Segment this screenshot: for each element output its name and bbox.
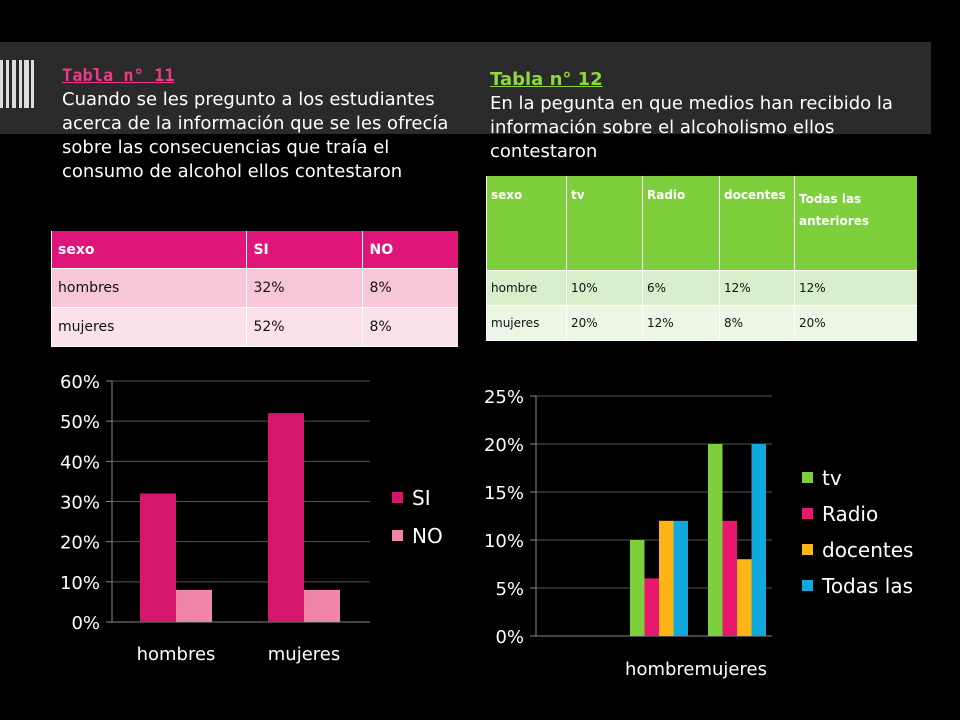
x-tick-label: hombres [137, 644, 216, 665]
bar-tv [708, 444, 723, 636]
header-cell: NO [362, 231, 458, 269]
bar-todas-las [673, 520, 688, 636]
y-tick-label: 0% [495, 627, 524, 648]
legend-swatch [802, 580, 813, 591]
table12-description: En la pegunta en que medios han recibido… [490, 93, 893, 162]
bar-no [176, 589, 212, 622]
legend-swatch [802, 472, 813, 483]
header-cell: Radio [642, 176, 720, 271]
legend-label: Radio [822, 502, 878, 526]
legend-label: Todas las [821, 574, 913, 598]
y-tick-label: 10% [484, 531, 524, 552]
header-cell: Todas las anteriores [794, 176, 917, 271]
legend-label: docentes [822, 538, 913, 562]
table-cell: 20% [794, 305, 917, 341]
y-tick-label: 25% [484, 387, 524, 408]
table-row: hombres 32% 8% [50, 268, 458, 308]
table-cell: 12% [719, 270, 795, 306]
chart-table12: 0% 5% 10% 15% 20% 25% hombremujeres tv Radio doce… [484, 387, 914, 680]
table-cell: 12% [794, 270, 917, 306]
table-cell: 20% [566, 305, 643, 341]
table-cell: 52% [246, 307, 363, 347]
bar-tv [630, 540, 645, 636]
table-cell: 12% [642, 305, 720, 341]
bar-radio [644, 578, 659, 636]
y-tick-label: 20% [484, 435, 524, 456]
bar-si [268, 413, 304, 622]
bar-no [304, 589, 340, 622]
table-cell: 8% [362, 307, 458, 347]
header-cell: sexo [486, 176, 567, 271]
y-tick-label: 40% [60, 452, 100, 473]
table11: sexo SI NO hombres 32% 8% mujeres 52% 8% [50, 231, 458, 347]
header-cell: SI [246, 231, 363, 269]
table11-heading: Tabla n° 11 [62, 66, 175, 86]
bar-docentes [659, 520, 674, 636]
y-tick-label: 5% [495, 579, 524, 600]
table12-title: Tabla n° 12 En la pegunta en que medios … [490, 68, 940, 164]
legend-label: tv [822, 466, 842, 490]
table-row: hombre 10% 6% 12% 12% [486, 270, 917, 306]
header-cell: docentes [719, 176, 795, 271]
legend-swatch [802, 508, 813, 519]
y-tick-label: 0% [71, 613, 100, 634]
legend-swatch [392, 492, 403, 503]
header-cell: sexo [50, 231, 247, 269]
table-cell: 10% [566, 270, 643, 306]
table-cell: mujeres [486, 305, 567, 341]
table-cell: 8% [719, 305, 795, 341]
table-cell: hombres [50, 268, 247, 308]
bar-todas-las [751, 444, 766, 636]
table-row: mujeres 52% 8% [50, 307, 458, 347]
legend-swatch [802, 544, 813, 555]
table-header-row: sexo tv Radio docentes Todas las anterio… [486, 176, 917, 271]
legend-label: NO [412, 524, 443, 548]
table-cell: 32% [246, 268, 363, 308]
y-tick-label: 20% [60, 533, 100, 554]
table11-description: Cuando se les pregunto a los estudiantes… [62, 89, 449, 182]
table12: sexo tv Radio docentes Todas las anterio… [486, 176, 917, 341]
y-tick-label: 50% [60, 412, 100, 433]
table-cell: 6% [642, 270, 720, 306]
bar-si [140, 493, 176, 622]
decorative-stripes [0, 60, 34, 108]
header-cell: tv [566, 176, 643, 271]
y-tick-label: 10% [60, 573, 100, 594]
table-cell: 8% [362, 268, 458, 308]
legend-label: SI [412, 486, 431, 510]
y-tick-label: 60% [60, 372, 100, 393]
table-row: mujeres 20% 12% 8% 20% [486, 305, 917, 341]
y-tick-label: 30% [60, 493, 100, 514]
legend-swatch [392, 530, 403, 541]
bar-radio [722, 520, 737, 636]
table11-title: Tabla n° 11 Cuando se les pregunto a los… [62, 64, 462, 184]
x-tick-label: mujeres [268, 644, 340, 665]
bar-docentes [737, 559, 752, 636]
table12-heading: Tabla n° 12 [490, 69, 603, 90]
title-band [0, 42, 931, 134]
chart-table11: 0% 10% 20% 30% 40% 50% 60% hombres mujeres SI NO [60, 372, 443, 665]
x-tick-label: hombremujeres [625, 659, 767, 680]
y-tick-label: 15% [484, 483, 524, 504]
table-header-row: sexo SI NO [50, 231, 458, 269]
table-cell: hombre [486, 270, 567, 306]
table-cell: mujeres [50, 307, 247, 347]
